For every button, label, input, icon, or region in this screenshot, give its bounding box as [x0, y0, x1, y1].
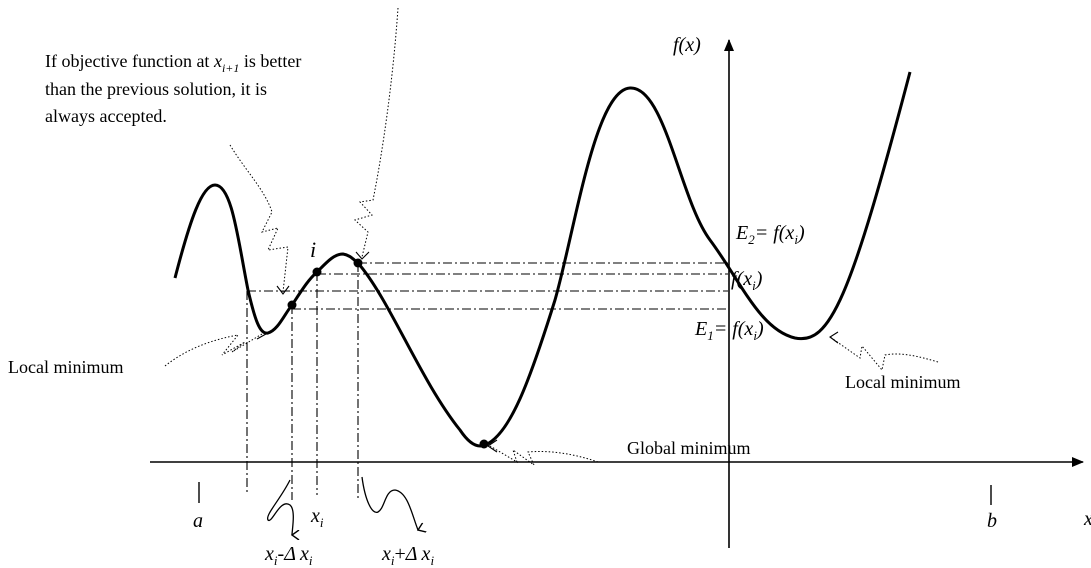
label-xi-plus-delta: xi+Δ xi — [381, 543, 434, 568]
point-xi-plus — [353, 258, 363, 268]
label-global-minimum: Global minimum — [627, 438, 751, 458]
label-e1: E1= f(xi) — [694, 318, 764, 343]
arrowhead-local-min-right — [829, 331, 839, 344]
label-fxi: f(xi) — [731, 268, 763, 293]
callout-local-min-left — [164, 333, 263, 367]
label-b: b — [987, 510, 997, 532]
label-x-axis: x — [1083, 508, 1091, 530]
arrowhead-annotation — [276, 285, 290, 295]
objective-function-curve — [173, 71, 912, 448]
squiggle-xi-plus — [361, 476, 418, 530]
annotation-line-2: than the previous solution, it is — [45, 79, 267, 99]
label-point-i: i — [310, 237, 316, 262]
squiggle-xi-minus — [267, 479, 294, 535]
label-y-axis: f(x) — [673, 34, 701, 56]
callout-local-min-right — [829, 336, 939, 372]
arrowhead-top — [355, 251, 370, 260]
label-a: a — [193, 510, 203, 532]
label-xi: xi — [310, 505, 324, 530]
annotation-line-1: If objective function at xi+1 is better — [45, 51, 301, 75]
point-xi-minus — [287, 300, 297, 310]
arrowhead-global-min — [487, 439, 498, 453]
point-i — [312, 267, 322, 277]
callout-global-min — [489, 445, 599, 467]
callout-top — [354, 7, 399, 258]
annotation-line-3: always accepted. — [45, 106, 167, 126]
label-local-minimum-left: Local minimum — [8, 357, 123, 377]
label-e2: E2= f(xi) — [735, 222, 805, 247]
label-xi-minus-delta: xi-Δ xi — [264, 543, 313, 568]
label-local-minimum-right: Local minimum — [845, 372, 960, 392]
arrowhead-local-min-left — [256, 326, 267, 340]
callout-annotation-left — [229, 144, 289, 293]
point-global-min — [479, 439, 489, 449]
